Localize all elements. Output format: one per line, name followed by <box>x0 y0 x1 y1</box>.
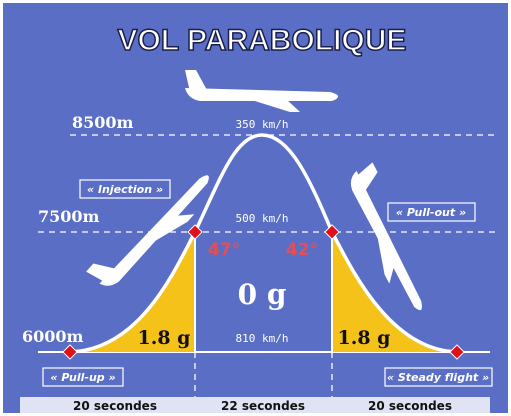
plane <box>86 175 209 286</box>
title: VOL PARABOLIQUE <box>118 24 407 57</box>
speed-label: 350 km/h <box>236 118 289 131</box>
zero-g-label: 0 g <box>238 278 287 311</box>
phase-label: « Pull-up » <box>50 371 115 384</box>
hypergravity-area <box>332 232 457 352</box>
plane <box>350 162 422 311</box>
altitude-lines <box>38 134 495 397</box>
duration-bar <box>20 397 490 413</box>
duration-label: 22 secondes <box>221 399 305 413</box>
phase-boxes <box>42 179 493 387</box>
phase-label: « Injection » <box>87 183 163 196</box>
phase-label: « Steady flight » <box>387 371 489 384</box>
duration-label: 20 secondes <box>73 399 157 413</box>
phase-label: « Pull-out » <box>396 206 466 219</box>
hypergravity-label: 1.8 g <box>338 327 391 349</box>
trajectory <box>69 133 458 354</box>
altitude-label: 7500m <box>38 207 100 226</box>
duration-label: 20 secondes <box>368 399 452 413</box>
altitude-label: 6000m <box>22 327 84 346</box>
markers <box>62 224 465 360</box>
speed-label: 500 km/h <box>236 212 289 225</box>
angle-label: 47° <box>208 240 240 260</box>
hypergravity-label: 1.8 g <box>138 327 191 349</box>
angle-label: 42° <box>286 240 318 260</box>
plane <box>185 70 339 112</box>
altitude-label: 8500m <box>72 113 134 132</box>
hypergravity-area <box>70 232 195 352</box>
speed-label: 810 km/h <box>236 332 289 345</box>
